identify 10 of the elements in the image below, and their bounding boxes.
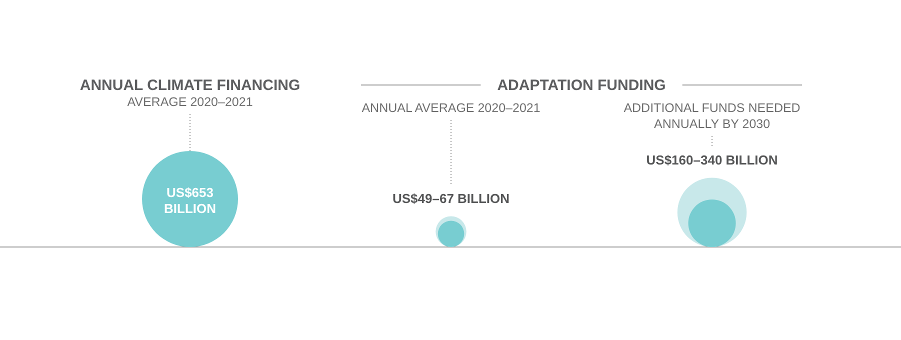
category-label: ADDITIONAL FUNDS NEEDED ANNUALLY BY 2030: [624, 101, 800, 131]
data-label: US$160–: [646, 152, 700, 168]
data-label: 340 BILLION: [700, 152, 778, 168]
category-label: AVERAGE 2020–2021: [127, 95, 253, 109]
text: ANNUAL CLIMATE FINANCING: [80, 77, 300, 94]
category-label: ANNUAL AVERAGE 2020–2021: [362, 101, 540, 115]
data-label: US$653 BILLION: [164, 185, 216, 216]
data-label: US$49–: [392, 191, 440, 206]
text: ADAPTATION FUNDING: [497, 77, 666, 94]
data-label: 67 BILLION: [439, 191, 510, 206]
